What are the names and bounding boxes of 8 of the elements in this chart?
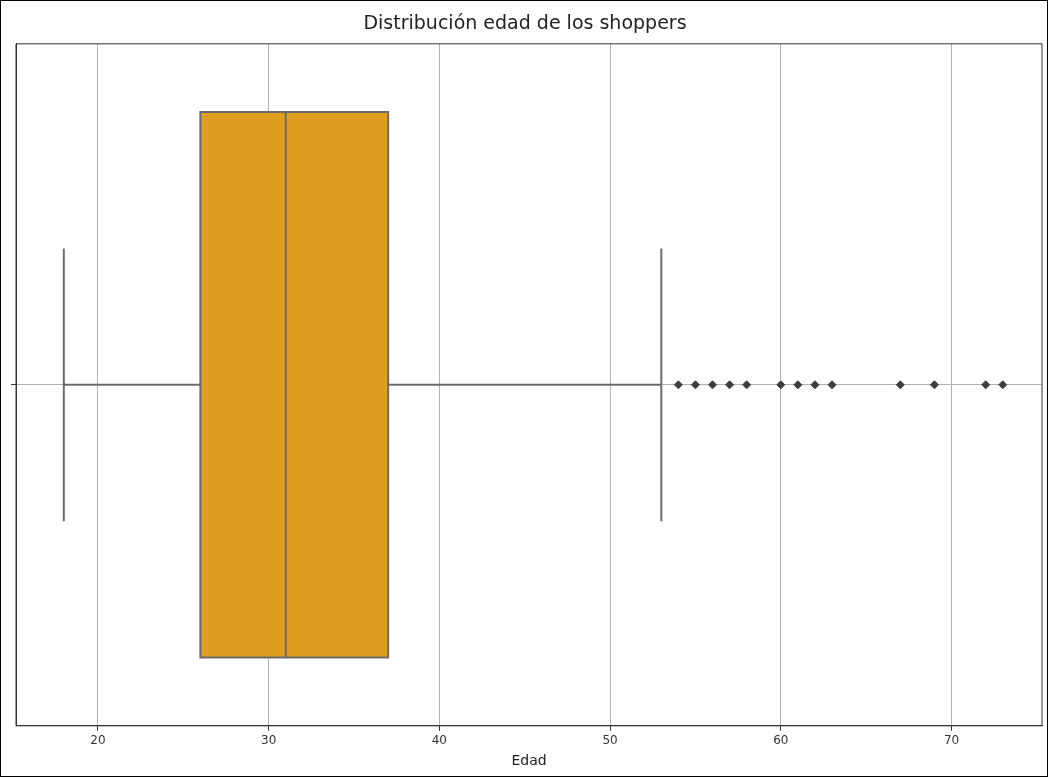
x-tick-label: 60 [773, 733, 789, 748]
x-axis-title: Edad [511, 752, 547, 769]
x-tick-label: 70 [943, 733, 960, 748]
chart-title: Distribución edad de los shoppers [363, 11, 687, 34]
x-tick-label: 50 [602, 733, 618, 748]
x-tick-label: 30 [261, 733, 277, 748]
x-tick-label: 40 [431, 733, 448, 748]
x-tick-label: 20 [90, 733, 106, 748]
